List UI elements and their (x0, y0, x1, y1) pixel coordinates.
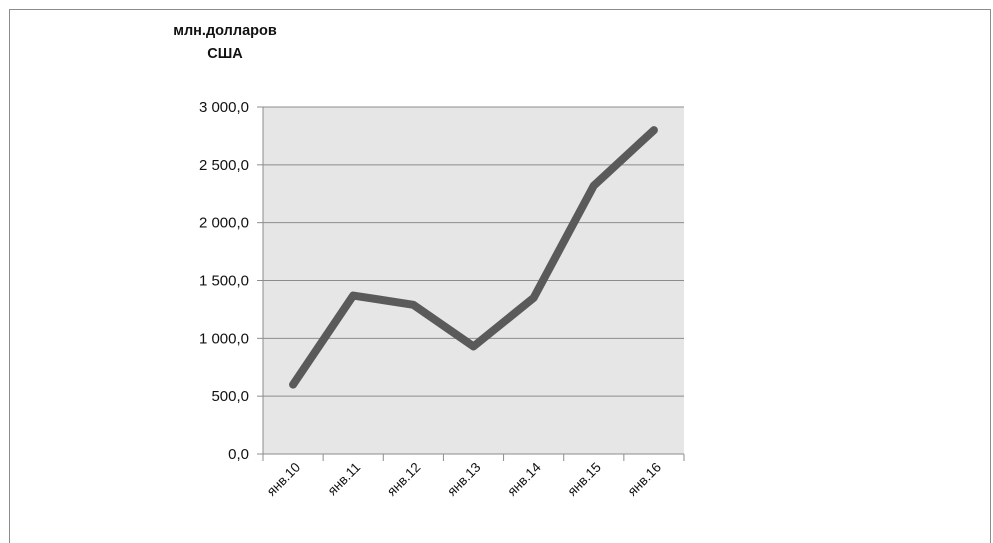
y-axis-ticks: 0,0 500,0 1 000,0 1 500,0 2 000,0 2 500,0 3 00… (199, 99, 263, 463)
x-tick-label: янв.16 (625, 460, 664, 499)
x-tick-label: янв.13 (444, 460, 483, 499)
x-tick-label: янв.10 (264, 460, 303, 499)
y-tick-label: 1 500,0 (199, 273, 249, 290)
y-tick-label: 2 500,0 (199, 157, 249, 174)
y-tick-label: 3 000,0 (199, 99, 249, 116)
y-tick-label: 2 000,0 (199, 215, 249, 232)
x-tick-label: янв.15 (565, 460, 604, 499)
series-group (289, 126, 658, 389)
y-axis-label-line-1: млн.долларов (173, 23, 277, 39)
y-axis-label: млн.долларов США (125, 20, 325, 66)
x-tick-label: янв.14 (504, 459, 544, 499)
x-tick-label: янв.12 (384, 460, 423, 499)
x-tick-label: янв.11 (325, 460, 364, 499)
y-axis-label-line-2: США (207, 46, 243, 62)
x-axis-ticks: янв.10 янв.11 янв.12 янв.13 янв.14 янв.15 янв.… (262, 454, 685, 499)
y-tick-label: 0,0 (228, 446, 249, 463)
y-tick-label: 500,0 (211, 388, 249, 405)
y-tick-label: 1 000,0 (199, 330, 249, 347)
